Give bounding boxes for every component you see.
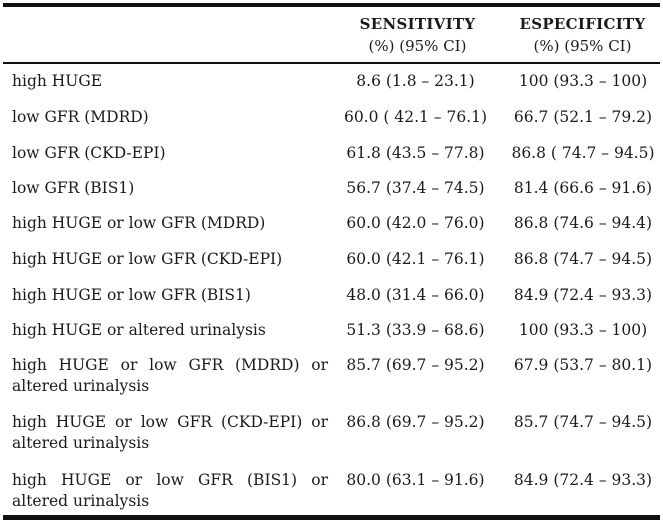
row-specificity: 84.9 (72.4 – 93.3) — [513, 471, 653, 489]
row-specificity: 66.7 (52.1 – 79.2) — [513, 108, 653, 126]
header-specificity-subtitle: (%) (95% CI) — [533, 37, 632, 55]
row-label: high HUGE or low GFR (MDRD) — [12, 214, 266, 232]
row-sensitivity: 60.0 (42.1 – 76.1) — [346, 250, 485, 268]
row-label: high HUGE or low GFR (CKD-EPI) or altere… — [12, 413, 328, 452]
row-sensitivity: 60.0 (42.0 – 76.0) — [346, 214, 485, 232]
row-sensitivity: 8.6 (1.8 – 23.1) — [356, 72, 475, 90]
row-sensitivity: 85.7 (69.7 – 95.2) — [346, 356, 485, 374]
row-label: high HUGE or altered urinalysis — [12, 321, 266, 339]
row-specificity: 86.8 ( 74.7 – 94.5) — [511, 144, 655, 162]
row-label: low GFR (MDRD) — [12, 108, 149, 126]
row-label: high HUGE or low GFR (BIS1) or altered u… — [12, 471, 328, 510]
row-specificity: 85.7 (74.7 – 94.5) — [513, 413, 653, 431]
row-specificity: 81.4 (66.6 – 91.6) — [513, 179, 653, 197]
table-top-rule — [3, 3, 660, 7]
row-specificity: 84.9 (72.4 – 93.3) — [513, 286, 653, 304]
row-sensitivity: 56.7 (37.4 – 74.5) — [346, 179, 485, 197]
row-label: high HUGE or low GFR (CKD-EPI) — [12, 250, 283, 268]
row-specificity: 100 (93.3 – 100) — [518, 321, 648, 339]
table-header-rule — [3, 62, 660, 64]
row-specificity: 86.8 (74.7 – 94.5) — [513, 250, 653, 268]
table-bottom-rule — [3, 515, 660, 520]
row-label: high HUGE or low GFR (MDRD) or altered u… — [12, 356, 328, 395]
header-sensitivity: SENSITIVITY (%) (95% CI) — [340, 13, 495, 57]
row-specificity: 67.9 (53.7 – 80.1) — [513, 356, 653, 374]
header-specificity-title: ESPECIFICITY — [519, 15, 646, 33]
header-sensitivity-title: SENSITIVITY — [359, 15, 476, 33]
row-sensitivity: 86.8 (69.7 – 95.2) — [346, 413, 485, 431]
row-sensitivity: 51.3 (33.9 – 68.6) — [346, 321, 485, 339]
row-specificity: 100 (93.3 – 100) — [518, 72, 648, 90]
row-sensitivity: 80.0 (63.1 – 91.6) — [346, 471, 485, 489]
row-specificity: 86.8 (74.6 – 94.4) — [513, 214, 653, 232]
header-specificity: ESPECIFICITY (%) (95% CI) — [505, 13, 660, 57]
header-sensitivity-subtitle: (%) (95% CI) — [368, 37, 467, 55]
row-label: high HUGE or low GFR (BIS1) — [12, 286, 251, 304]
row-sensitivity: 60.0 ( 42.1 – 76.1) — [343, 108, 488, 126]
row-label: low GFR (CKD-EPI) — [12, 144, 166, 162]
row-label: high HUGE — [12, 72, 103, 90]
row-sensitivity: 61.8 (43.5 – 77.8) — [346, 144, 485, 162]
row-label: low GFR (BIS1) — [12, 179, 135, 197]
row-sensitivity: 48.0 (31.4 – 66.0) — [346, 286, 485, 304]
